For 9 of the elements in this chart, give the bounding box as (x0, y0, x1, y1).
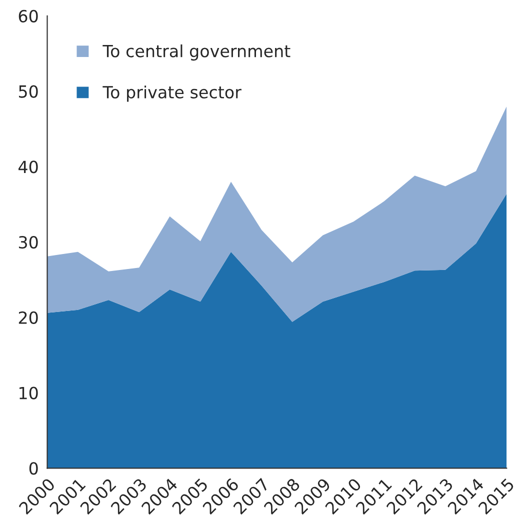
y-tick-label: 50 (18, 85, 38, 98)
legend-label: To central government (102, 44, 290, 61)
y-tick-label: 60 (18, 10, 38, 22)
y-tick-label: 0 (29, 462, 38, 475)
y-tick-label: 10 (20, 386, 38, 400)
y-tick-label: 30 (18, 236, 38, 249)
legend-label: To private sector (102, 86, 242, 102)
y-tick-label: 40 (18, 160, 38, 174)
y-tick-label: 20 (18, 311, 38, 324)
